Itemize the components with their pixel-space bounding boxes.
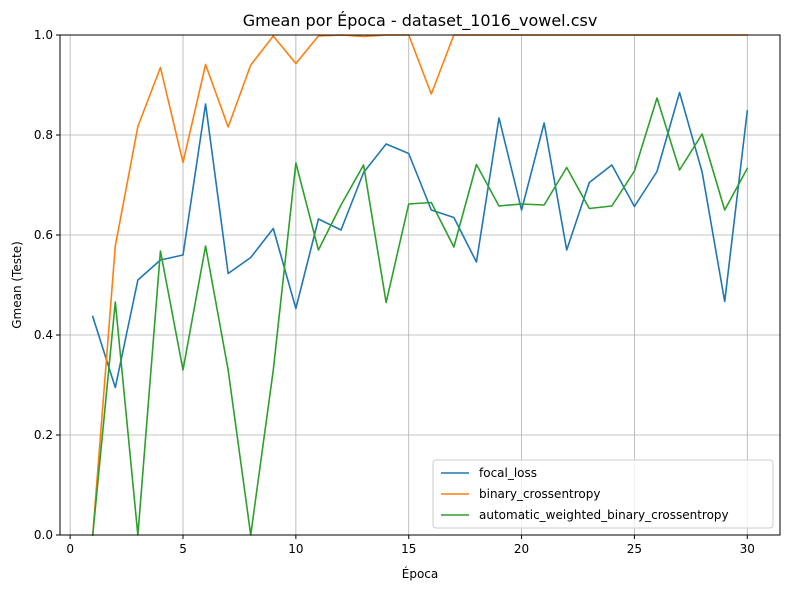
x-tick-label: 25: [627, 542, 642, 556]
x-tick-label: 5: [179, 542, 187, 556]
legend-label: automatic_weighted_binary_crossentropy: [479, 508, 729, 522]
axes-spines: [59, 34, 781, 536]
y-tick-label: 0.0: [34, 528, 53, 542]
series-line-automatic-weighted-binary-crossentropy: [91, 97, 749, 536]
series-line-focal-loss: [91, 91, 749, 389]
y-tick-label: 0.4: [34, 328, 53, 342]
plot-area: [60, 35, 780, 535]
axes-background: [60, 35, 780, 535]
legend: focal_loss binary_crossentropy automatic_w…: [432, 459, 774, 529]
x-tick-label: 10: [288, 542, 303, 556]
y-axis-label: Gmean (Teste): [10, 241, 24, 329]
x-tick-label: 15: [401, 542, 416, 556]
y-tick-label: 0.2: [34, 428, 53, 442]
x-tick-label: 0: [66, 542, 74, 556]
y-tick-label: 1.0: [34, 28, 53, 42]
y-tick-label: 0.8: [34, 128, 53, 142]
legend-box: [432, 459, 774, 529]
x-tick-label: 20: [514, 542, 529, 556]
axes-frame: [59, 34, 781, 536]
legend-label: binary_crossentropy: [479, 487, 600, 501]
chart-title: Gmean por Época - dataset_1016_vowel.csv: [243, 11, 598, 31]
x-axis-label: Época: [402, 566, 439, 581]
axis-ticks: 0 5 10 15 20 25 30 0.0 0.2 0.4 0.6 0.8 1.0: [34, 28, 755, 556]
legend-label: focal_loss: [479, 466, 537, 480]
y-tick-label: 0.6: [34, 228, 53, 242]
x-tick-label: 30: [740, 542, 755, 556]
